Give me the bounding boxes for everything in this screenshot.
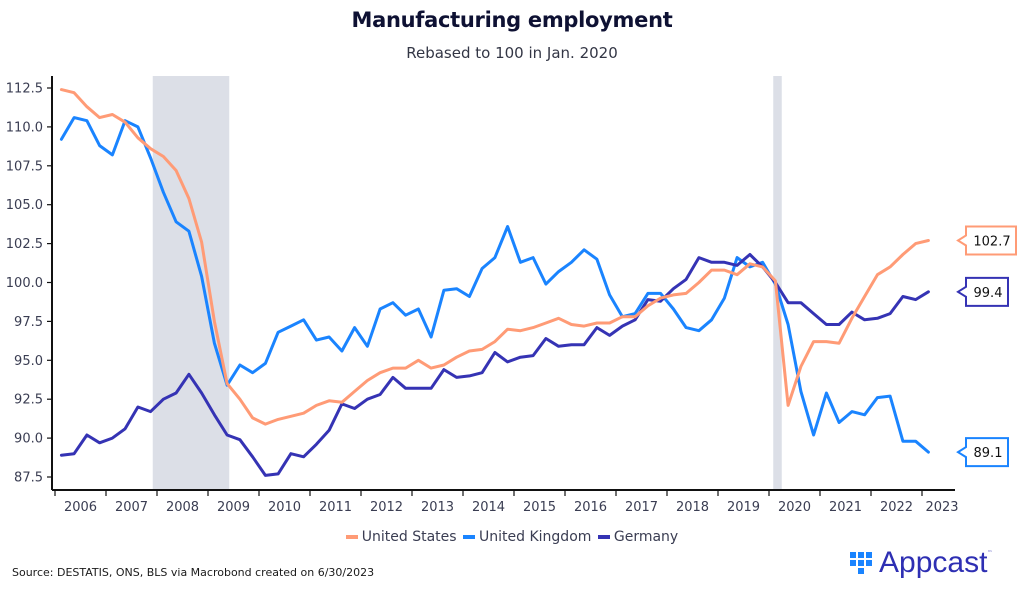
y-axis: 112.5 110.0 107.5 105.0 102.5 100.0 97.5 95.0 92… — [6, 76, 53, 490]
end-labels: 102.7 89.1 99.4 — [956, 225, 1017, 468]
x-tick-label: 2018 — [676, 500, 709, 515]
x-axis: 2006 2007 2008 2009 2010 2011 2012 2013 2014 2015… — [52, 489, 959, 515]
end-label-box — [956, 437, 1009, 468]
recession-band-1 — [152, 76, 230, 490]
y-tick-label: 110.0 — [6, 120, 43, 135]
y-tick-label: 90.0 — [14, 432, 43, 447]
end-label-value: 89.1 — [974, 446, 1003, 461]
x-tick-label: 2008 — [166, 500, 199, 515]
y-tick-label: 87.5 — [14, 471, 43, 486]
x-tick-label: 2014 — [472, 500, 505, 515]
legend-swatch-germany — [597, 535, 610, 539]
x-tick-label: 2015 — [523, 500, 556, 515]
x-tick-label: 2022 — [880, 500, 913, 515]
series-line-germany — [59, 253, 930, 477]
end-label-united-kingdom: 89.1 — [956, 437, 1009, 468]
end-label-united-states: 102.7 — [956, 225, 1017, 256]
x-tick-label: 2010 — [268, 500, 301, 515]
appcast-logo: Appcast ™ — [850, 546, 992, 580]
y-tick-label: 95.0 — [14, 354, 43, 369]
x-tick-label: 2021 — [829, 500, 862, 515]
legend-swatch-united-kingdom — [463, 535, 476, 539]
y-tick-label: 105.0 — [6, 198, 43, 213]
chart-title: Manufacturing employment — [351, 8, 673, 32]
y-tick-label: 102.5 — [6, 237, 43, 252]
legend-item-united-kingdom[interactable]: United Kingdom — [463, 529, 591, 545]
legend-swatch-united-states — [345, 535, 358, 539]
recession-shading-group — [152, 76, 782, 490]
y-tick-label: 107.5 — [6, 159, 43, 174]
x-tick-label: 2006 — [64, 500, 97, 515]
legend-label-united-states: United States — [361, 529, 457, 545]
y-tick-label: 97.5 — [14, 315, 43, 330]
recession-band-2 — [773, 76, 782, 490]
x-tick-label: 2016 — [574, 500, 607, 515]
x-tick-label: 2013 — [421, 500, 454, 515]
x-tick-label: 2007 — [115, 500, 148, 515]
legend: United States United Kingdom Germany — [0, 527, 1024, 545]
y-tick-label: 100.0 — [6, 276, 43, 291]
x-tick-label: 2009 — [217, 500, 250, 515]
end-label-box — [956, 276, 1009, 307]
series-line-united-states — [59, 88, 930, 426]
x-tick-label: 2023 — [925, 500, 958, 515]
series-line-united-kingdom — [59, 116, 930, 454]
source-note: Source: DESTATIS, ONS, BLS via Macrobond… — [12, 566, 375, 579]
chart-subtitle: Rebased to 100 in Jan. 2020 — [406, 44, 618, 62]
y-tick-label: 92.5 — [14, 393, 43, 408]
x-tick-label: 2020 — [778, 500, 811, 515]
appcast-logo-text: Appcast — [879, 546, 988, 579]
legend-label-germany: Germany — [613, 529, 679, 545]
legend-item-germany[interactable]: Germany — [597, 529, 679, 545]
y-tick-label: 112.5 — [6, 82, 43, 97]
trademark-symbol: ™ — [987, 550, 993, 556]
end-label-value: 102.7 — [973, 234, 1010, 249]
x-tick-label: 2017 — [625, 500, 658, 515]
end-label-value: 99.4 — [974, 286, 1003, 301]
appcast-logo-icon — [850, 552, 872, 574]
x-tick-label: 2012 — [370, 500, 403, 515]
x-tick-label: 2019 — [727, 500, 760, 515]
legend-label-united-kingdom: United Kingdom — [479, 529, 592, 545]
end-label-germany: 99.4 — [956, 276, 1009, 307]
end-label-box — [956, 225, 1017, 256]
series-lines — [59, 88, 930, 477]
x-tick-label: 2011 — [319, 500, 352, 515]
legend-item-united-states[interactable]: United States — [345, 529, 457, 545]
